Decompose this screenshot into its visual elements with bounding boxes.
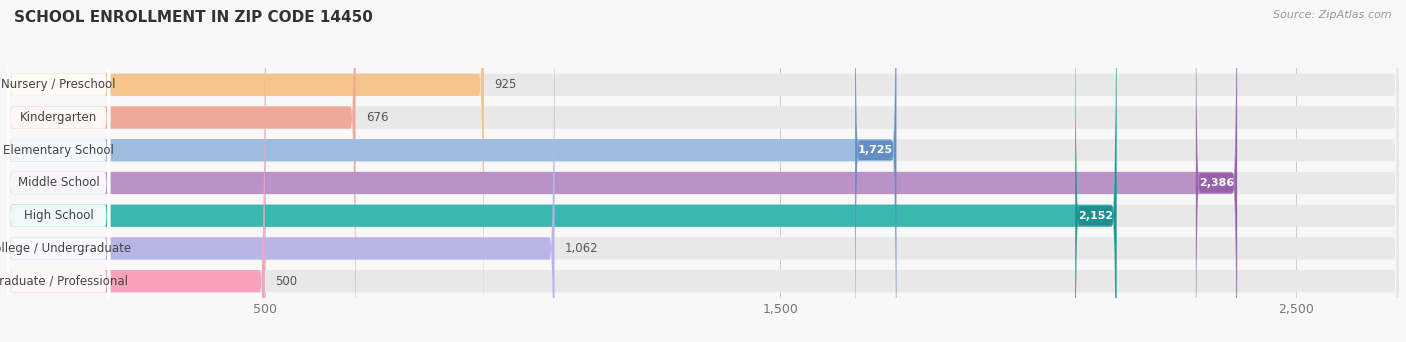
- FancyBboxPatch shape: [7, 0, 1399, 342]
- FancyBboxPatch shape: [7, 0, 110, 342]
- FancyBboxPatch shape: [7, 0, 264, 342]
- Text: 925: 925: [495, 78, 516, 91]
- Text: Source: ZipAtlas.com: Source: ZipAtlas.com: [1274, 10, 1392, 20]
- Text: College / Undergraduate: College / Undergraduate: [0, 242, 131, 255]
- FancyBboxPatch shape: [7, 0, 110, 342]
- FancyBboxPatch shape: [7, 0, 554, 342]
- FancyBboxPatch shape: [7, 0, 1399, 342]
- Text: 500: 500: [276, 275, 297, 288]
- FancyBboxPatch shape: [7, 0, 1399, 342]
- Text: Elementary School: Elementary School: [3, 144, 114, 157]
- Text: Graduate / Professional: Graduate / Professional: [0, 275, 128, 288]
- FancyBboxPatch shape: [7, 0, 110, 342]
- FancyBboxPatch shape: [7, 0, 897, 342]
- FancyBboxPatch shape: [7, 0, 356, 342]
- Text: Kindergarten: Kindergarten: [20, 111, 97, 124]
- FancyBboxPatch shape: [1076, 0, 1116, 342]
- Text: 2,386: 2,386: [1199, 178, 1234, 188]
- Text: Middle School: Middle School: [18, 176, 100, 189]
- Text: Nursery / Preschool: Nursery / Preschool: [1, 78, 115, 91]
- FancyBboxPatch shape: [7, 0, 1399, 342]
- Text: 676: 676: [366, 111, 388, 124]
- Text: High School: High School: [24, 209, 93, 222]
- FancyBboxPatch shape: [1197, 0, 1237, 342]
- FancyBboxPatch shape: [7, 0, 110, 342]
- Text: 1,725: 1,725: [858, 145, 893, 155]
- FancyBboxPatch shape: [855, 0, 897, 342]
- FancyBboxPatch shape: [7, 0, 110, 342]
- Text: SCHOOL ENROLLMENT IN ZIP CODE 14450: SCHOOL ENROLLMENT IN ZIP CODE 14450: [14, 10, 373, 25]
- Text: 2,152: 2,152: [1078, 211, 1114, 221]
- FancyBboxPatch shape: [7, 0, 484, 342]
- FancyBboxPatch shape: [7, 0, 1399, 342]
- FancyBboxPatch shape: [7, 0, 110, 342]
- FancyBboxPatch shape: [7, 0, 110, 342]
- FancyBboxPatch shape: [7, 0, 1399, 342]
- Text: 1,062: 1,062: [565, 242, 599, 255]
- FancyBboxPatch shape: [7, 0, 1116, 342]
- FancyBboxPatch shape: [7, 0, 1237, 342]
- FancyBboxPatch shape: [7, 0, 1399, 342]
